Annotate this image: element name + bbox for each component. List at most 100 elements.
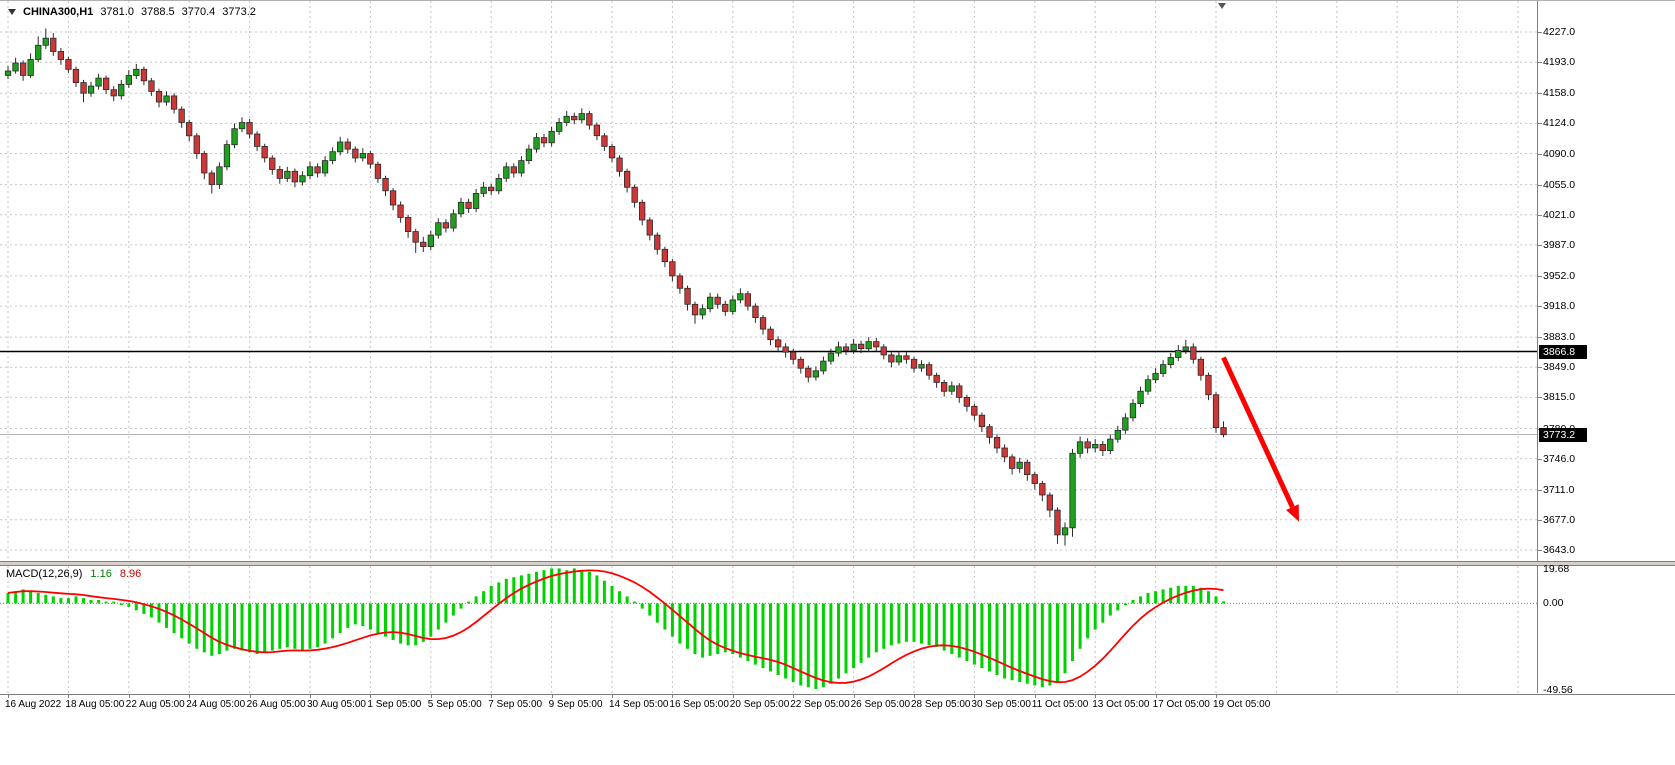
price-tick-label: 4090.0	[1543, 147, 1576, 160]
bull-candle	[457, 201, 465, 215]
bear-candle	[404, 216, 412, 232]
bull-candle	[231, 128, 238, 146]
bull-candle	[563, 115, 570, 123]
bull-candle	[699, 308, 706, 316]
bull-candle	[895, 355, 902, 363]
bull-candle	[163, 95, 170, 103]
bull-candle	[1061, 527, 1069, 536]
macd-indicator-pane[interactable]: MACD(12,26,9) 1.16 8.96	[0, 566, 1537, 693]
bear-candle	[926, 364, 933, 376]
bull-candle	[1076, 441, 1084, 454]
price-tick-mark	[1538, 275, 1542, 277]
bull-candle	[518, 160, 525, 174]
trend-arrow-head[interactable]	[1286, 504, 1299, 522]
bull-candle	[306, 166, 314, 177]
bull-candle	[299, 175, 306, 183]
bear-candle	[170, 95, 178, 110]
time-tick-mark	[1034, 695, 1036, 698]
macd-canvas[interactable]	[0, 566, 1537, 693]
bull-candle	[35, 44, 42, 60]
bear-candle	[442, 222, 450, 229]
price-tick-mark	[1538, 367, 1542, 369]
time-axis[interactable]: 16 Aug 2022 18 Aug 05:00 22 Aug 05:00 24 Au…	[0, 694, 1675, 717]
bull-candle	[1175, 349, 1182, 358]
time-tick-label: 7 Sep 05:00	[488, 699, 543, 710]
bear-candle	[291, 170, 299, 183]
bear-candle	[193, 135, 200, 154]
bear-candle	[910, 358, 918, 369]
time-tick-label: 20 Sep 05:00	[729, 699, 790, 710]
symbol-name: CHINA300,H1	[23, 6, 94, 18]
bull-candle	[1069, 452, 1076, 529]
bear-candle	[382, 177, 389, 192]
price-axis[interactable]: 4227.0 4193.0 4158.0 4124.0 4090.0 4055.0 4021…	[1537, 1, 1675, 561]
bull-candle	[1152, 373, 1159, 381]
bear-candle	[314, 166, 321, 174]
bull-candle	[329, 151, 336, 161]
bull-candle	[95, 77, 102, 87]
price-tick-mark	[1538, 214, 1542, 216]
main-chart-pane[interactable]: CHINA300,H1 3781.0 3788.5 3770.4 3773.2	[0, 1, 1537, 561]
price-chart-canvas[interactable]	[0, 1, 1537, 561]
bull-candle	[835, 346, 842, 354]
price-tick-mark	[1538, 458, 1542, 460]
bear-candle	[691, 303, 699, 316]
bull-candle	[1129, 403, 1137, 419]
price-tick-mark	[1538, 153, 1542, 155]
bull-candle	[87, 85, 95, 94]
time-tick-label: 5 Sep 05:00	[427, 699, 482, 710]
time-tick-mark	[914, 695, 915, 698]
bull-candle	[707, 296, 714, 310]
indicator-title: MACD(12,26,9) 1.16 8.96	[6, 568, 141, 580]
bull-candle	[1182, 346, 1189, 351]
bear-candle	[155, 91, 163, 103]
bear-candle	[352, 148, 359, 159]
bear-candle	[608, 145, 616, 159]
price-tick-label: 4158.0	[1543, 87, 1576, 100]
bear-candle	[714, 296, 721, 305]
bear-candle	[805, 367, 812, 378]
price-tick-mark	[1538, 397, 1542, 399]
bull-candle	[503, 166, 510, 179]
pane-divider[interactable]	[0, 561, 1675, 566]
macd-tick-label: -49.56	[1543, 684, 1573, 696]
trend-arrow-shaft[interactable]	[1221, 356, 1295, 509]
time-tick-label: 22 Sep 05:00	[790, 699, 850, 710]
bear-candle	[684, 287, 691, 305]
bear-candle	[858, 343, 865, 350]
bear-candle	[986, 426, 993, 438]
indicator-axis[interactable]: 19.68 0.00 -49.56	[1537, 563, 1675, 696]
time-tick-label: 30 Aug 05:00	[307, 699, 366, 710]
price-tick-mark	[1538, 32, 1542, 33]
bear-candle	[374, 163, 382, 179]
bull-candle	[1137, 390, 1144, 405]
bear-candle	[752, 305, 759, 319]
bull-candle	[737, 293, 744, 301]
bear-candle	[616, 157, 623, 172]
ohlc-open: 3781.0	[100, 6, 134, 18]
price-tick-label: 3746.0	[1543, 452, 1576, 465]
bear-candle	[903, 355, 910, 360]
bear-candle	[669, 261, 676, 277]
bear-candle	[571, 115, 578, 121]
bull-candle	[948, 385, 955, 392]
bull-candle	[495, 177, 502, 192]
symbol-dropdown-icon[interactable]	[8, 9, 16, 15]
bear-candle	[759, 317, 767, 330]
indicator-main-value: 1.16	[90, 568, 112, 580]
ohlc-low: 3770.4	[181, 6, 216, 18]
bear-candle	[1190, 346, 1197, 360]
bear-candle	[201, 153, 208, 174]
bull-candle	[548, 130, 555, 144]
bear-candle	[178, 108, 185, 123]
time-tick-label: 11 Oct 05:00	[1031, 699, 1089, 710]
time-tick-mark	[8, 695, 9, 698]
chart-shift-marker[interactable]	[1218, 3, 1226, 9]
bear-candle	[646, 219, 653, 236]
macd-tick-label: 0.00	[1543, 597, 1564, 610]
time-tick-mark	[491, 695, 493, 698]
symbol-title: CHINA300,H1 3781.0 3788.5 3770.4 3773.2	[8, 6, 256, 18]
time-tick-label: 16 Aug 2022	[5, 699, 62, 710]
bull-candle	[42, 37, 49, 46]
bear-candle	[971, 405, 978, 416]
